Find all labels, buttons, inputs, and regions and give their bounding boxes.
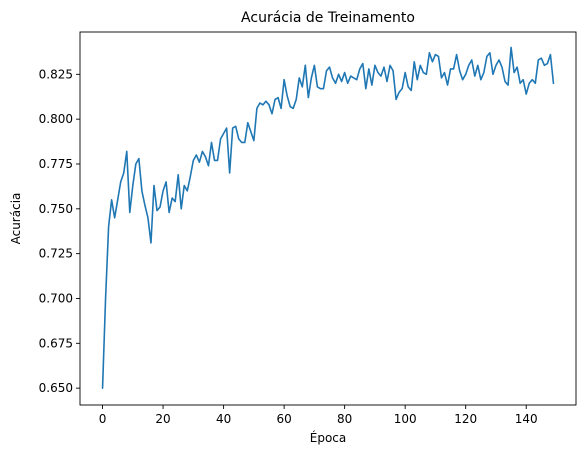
y-axis: 0.650 0.675 0.700 0.725 0.750 0.775 0.800 0.825 — [39, 67, 80, 395]
y-tick-label: 0.800 — [39, 112, 73, 126]
x-tick-label: 140 — [515, 412, 538, 426]
y-tick-label: 0.775 — [39, 157, 73, 171]
x-tick-label: 100 — [394, 412, 417, 426]
y-axis-label: Acurácia — [9, 193, 23, 245]
x-tick-label: 80 — [337, 412, 352, 426]
chart-title: Acurácia de Treinamento — [241, 10, 415, 26]
x-tick-label: 60 — [276, 412, 291, 426]
y-tick-label: 0.825 — [39, 67, 73, 81]
y-tick-label: 0.725 — [39, 247, 73, 261]
y-tick-label: 0.675 — [39, 336, 73, 350]
y-tick-label: 0.750 — [39, 202, 73, 216]
plot-area: 0 20 40 60 80 100 120 140 0.6500.6750.7000.7250… — [39, 31, 577, 426]
y-tick-label: 0.700 — [39, 291, 73, 305]
x-tick-label: 0 — [99, 412, 107, 426]
x-tick-label: 20 — [155, 412, 170, 426]
series-line-accuracy — [101, 46, 555, 389]
x-axis: 0 20 40 60 80 100 120 140 — [99, 405, 538, 426]
y-tick-label: 0.650 — [39, 381, 73, 395]
x-tick-label: 40 — [216, 412, 231, 426]
plot-frame — [79, 31, 577, 406]
x-tick-label: 120 — [454, 412, 477, 426]
x-axis-label: Época — [310, 430, 347, 445]
